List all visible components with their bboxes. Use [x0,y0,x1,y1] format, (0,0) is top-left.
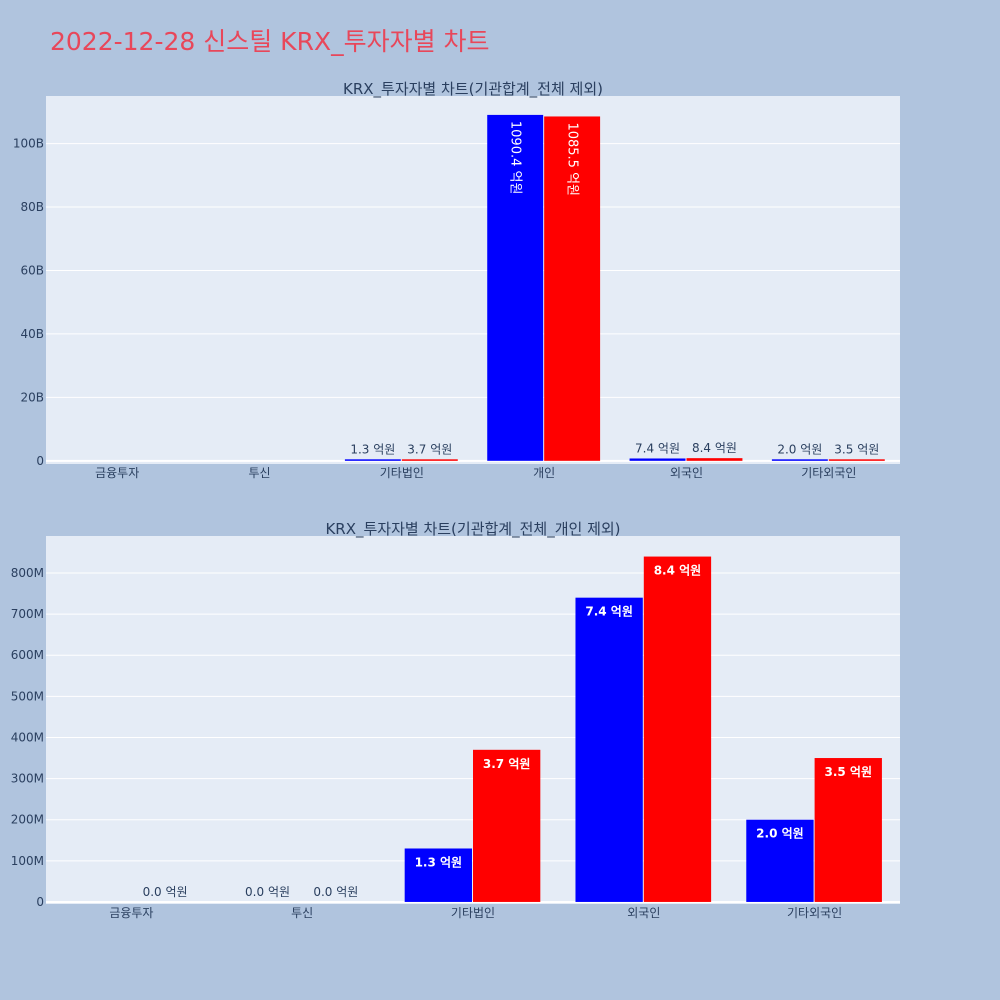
x-tick-label-1: 기타법인 [380,466,424,480]
y-tick-label-1: 40B [20,327,44,341]
bar-label-2: 0.0 억원 [143,885,188,899]
x-tick-label-2: 투신 [291,906,313,920]
bar-2-buy-3 [575,597,643,902]
y-tick-label-1: 0 [36,454,44,468]
bar-2-sell-4 [814,758,882,902]
bar-label-2: 1.3 억원 [415,855,463,869]
bar-2-sell-3 [643,556,712,902]
x-tick-label-2: 외국인 [627,906,660,920]
x-tick-label-2: 금융투자 [109,906,153,920]
x-tick-label-1: 금융투자 [95,466,139,480]
bar-1-buy-2 [344,459,401,461]
bar-1-sell-2 [401,459,458,461]
bar-2-buy-4 [746,819,814,902]
x-tick-label-1: 외국인 [670,466,703,480]
x-tick-label-1: 투신 [248,466,270,480]
bar-1-sell-4 [686,458,743,461]
y-tick-label-1: 80B [20,200,44,214]
y-tick-label-2: 200M [11,813,44,827]
bar-1-buy-3 [487,114,544,461]
bar-label-2: 7.4 억원 [585,605,633,619]
bar-1-sell-3 [544,116,601,461]
bar-label-1: 8.4 억원 [692,441,737,455]
bar-1-buy-5 [771,459,828,461]
y-tick-label-2: 100M [11,854,44,868]
bar-label-1: 7.4 억원 [635,441,680,455]
page-title: 2022-12-28 신스틸 KRX_투자자별 차트 [50,27,490,56]
bar-2-sell-2 [473,749,541,902]
y-tick-label-2: 500M [11,689,44,703]
bar-1-sell-5 [828,459,885,461]
x-tick-label-2: 기타법인 [451,906,495,920]
bar-label-1: 1.3 억원 [350,442,395,456]
bar-2-buy-2 [404,848,472,902]
bar-label-2: 8.4 억원 [654,564,702,578]
x-tick-label-1: 개인 [533,466,555,480]
bar-label-1: 3.5 억원 [834,442,879,456]
y-tick-label-2: 300M [11,772,44,786]
y-tick-label-2: 0 [36,895,44,909]
plot-area-1 [46,96,900,464]
y-tick-label-1: 100B [13,137,44,151]
y-tick-label-1: 60B [20,263,44,277]
bar-label-1: 1090.4 억원 [508,121,523,195]
y-tick-label-1: 20B [20,390,44,404]
y-tick-label-2: 600M [11,648,44,662]
bar-label-2: 3.5 억원 [824,765,872,779]
bar-label-1: 2.0 억원 [777,442,822,456]
chart-title-1: KRX_투자자별 차트(기관합계_전체 제외) [343,80,603,99]
y-tick-label-2: 700M [11,607,44,621]
bar-label-2: 2.0 억원 [756,827,804,841]
bar-label-2: 0.0 억원 [245,885,290,899]
bar-label-2: 0.0 억원 [313,885,358,899]
bar-label-2: 3.7 억원 [483,757,531,771]
bar-label-1: 1085.5 억원 [565,122,580,196]
y-tick-label-2: 400M [11,730,44,744]
bar-1-buy-4 [629,458,686,461]
x-tick-label-1: 기타외국인 [801,466,856,480]
chart-title-2: KRX_투자자별 차트(기관합계_전체_개인 제외) [325,520,620,539]
x-tick-label-2: 기타외국인 [787,906,842,920]
bar-label-1: 3.7 억원 [407,442,452,456]
y-tick-label-2: 800M [11,566,44,580]
